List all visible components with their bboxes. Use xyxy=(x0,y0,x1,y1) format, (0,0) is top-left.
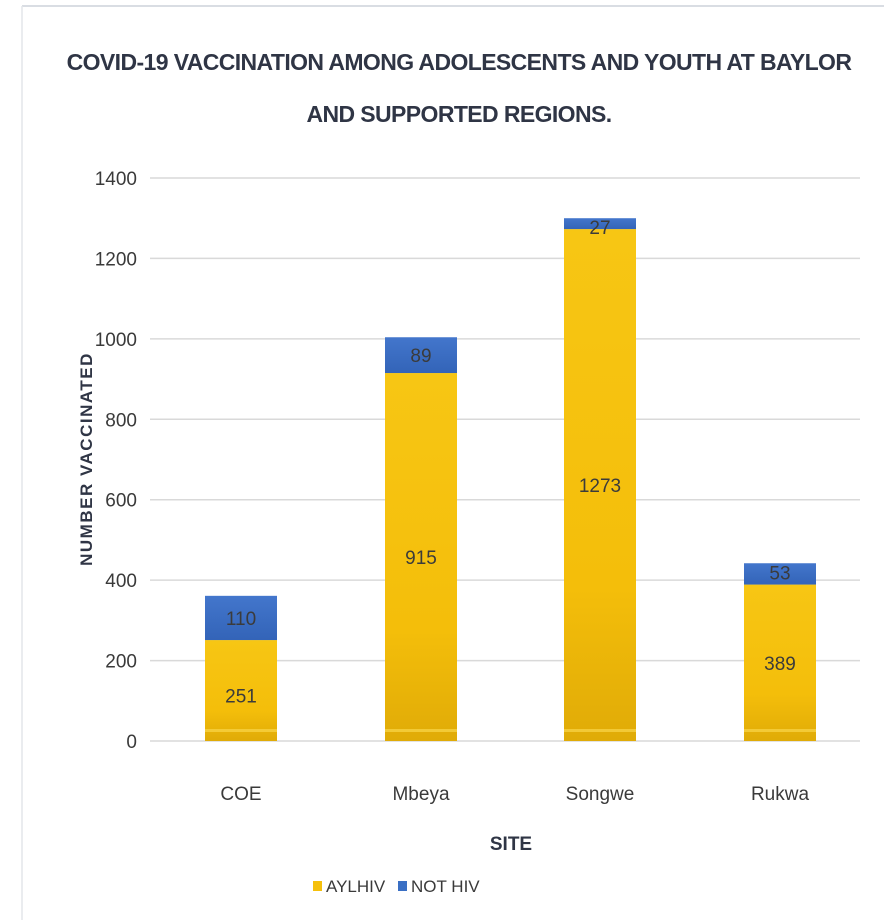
x-axis-label: SITE xyxy=(490,834,532,855)
legend-swatch-not-hiv xyxy=(398,881,407,891)
bar-coe-aylhiv xyxy=(205,640,277,741)
y-tick-label-200: 200 xyxy=(105,652,137,673)
chart-title-line-2: AND SUPPORTED REGIONS. xyxy=(306,101,611,127)
data-label-mbeya-aylhiv: 915 xyxy=(405,548,437,569)
data-label-songwe-aylhiv: 1273 xyxy=(579,476,621,497)
bar-mbeya-not-hiv xyxy=(385,337,457,374)
x-tick-label-songwe: Songwe xyxy=(566,784,635,805)
y-tick-label-400: 400 xyxy=(105,571,137,592)
y-tick-label-0: 0 xyxy=(126,732,137,753)
bar-songwe-not-hiv xyxy=(564,218,636,230)
y-tick-label-1000: 1000 xyxy=(95,330,137,351)
bar-mbeya-aylhiv xyxy=(385,373,457,741)
chart-title-line-1: COVID-19 VACCINATION AMONG ADOLESCENTS A… xyxy=(67,49,853,75)
legend-swatch-aylhiv xyxy=(313,881,322,891)
bar-coe-not-hiv xyxy=(205,595,277,641)
y-tick-label-1200: 1200 xyxy=(95,249,137,270)
data-label-songwe-not-hiv: 27 xyxy=(589,218,610,239)
y-tick-label-800: 800 xyxy=(105,410,137,431)
bars xyxy=(205,218,816,741)
y-tick-label-600: 600 xyxy=(105,491,137,512)
bar-base-highlight-mbeya xyxy=(385,729,457,732)
x-tick-label-rukwa: Rukwa xyxy=(751,784,810,805)
bar-songwe-aylhiv xyxy=(564,229,636,741)
data-label-rukwa-aylhiv: 389 xyxy=(764,654,796,675)
y-tick-label-1400: 1400 xyxy=(95,169,137,190)
x-tick-label-mbeya: Mbeya xyxy=(392,784,449,805)
legend-label-not-hiv: NOT HIV xyxy=(411,877,480,896)
y-axis-ticks: 0 200 400 600 800 1000 1200 1400 xyxy=(95,169,137,753)
x-axis-categories: COE Mbeya Songwe Rukwa xyxy=(220,784,809,805)
bar-base-highlight-coe xyxy=(205,729,277,732)
y-axis-label: NUMBER VACCINATED xyxy=(77,352,96,566)
data-label-coe-aylhiv: 251 xyxy=(225,687,257,708)
legend-label-aylhiv: AYLHIV xyxy=(326,877,386,896)
legend: AYLHIV NOT HIV xyxy=(313,877,480,896)
bar-base-highlight-rukwa xyxy=(744,729,816,732)
bar-rukwa-not-hiv xyxy=(744,563,816,585)
x-tick-label-coe: COE xyxy=(220,784,261,805)
data-label-rukwa-not-hiv: 53 xyxy=(769,563,790,584)
data-label-mbeya-not-hiv: 89 xyxy=(410,346,431,367)
bar-base-highlight-songwe xyxy=(564,729,636,732)
data-label-coe-not-hiv: 110 xyxy=(226,609,256,630)
bar-rukwa-aylhiv xyxy=(744,584,816,741)
data-labels: 251 110 915 89 1273 27 389 53 xyxy=(225,218,796,707)
